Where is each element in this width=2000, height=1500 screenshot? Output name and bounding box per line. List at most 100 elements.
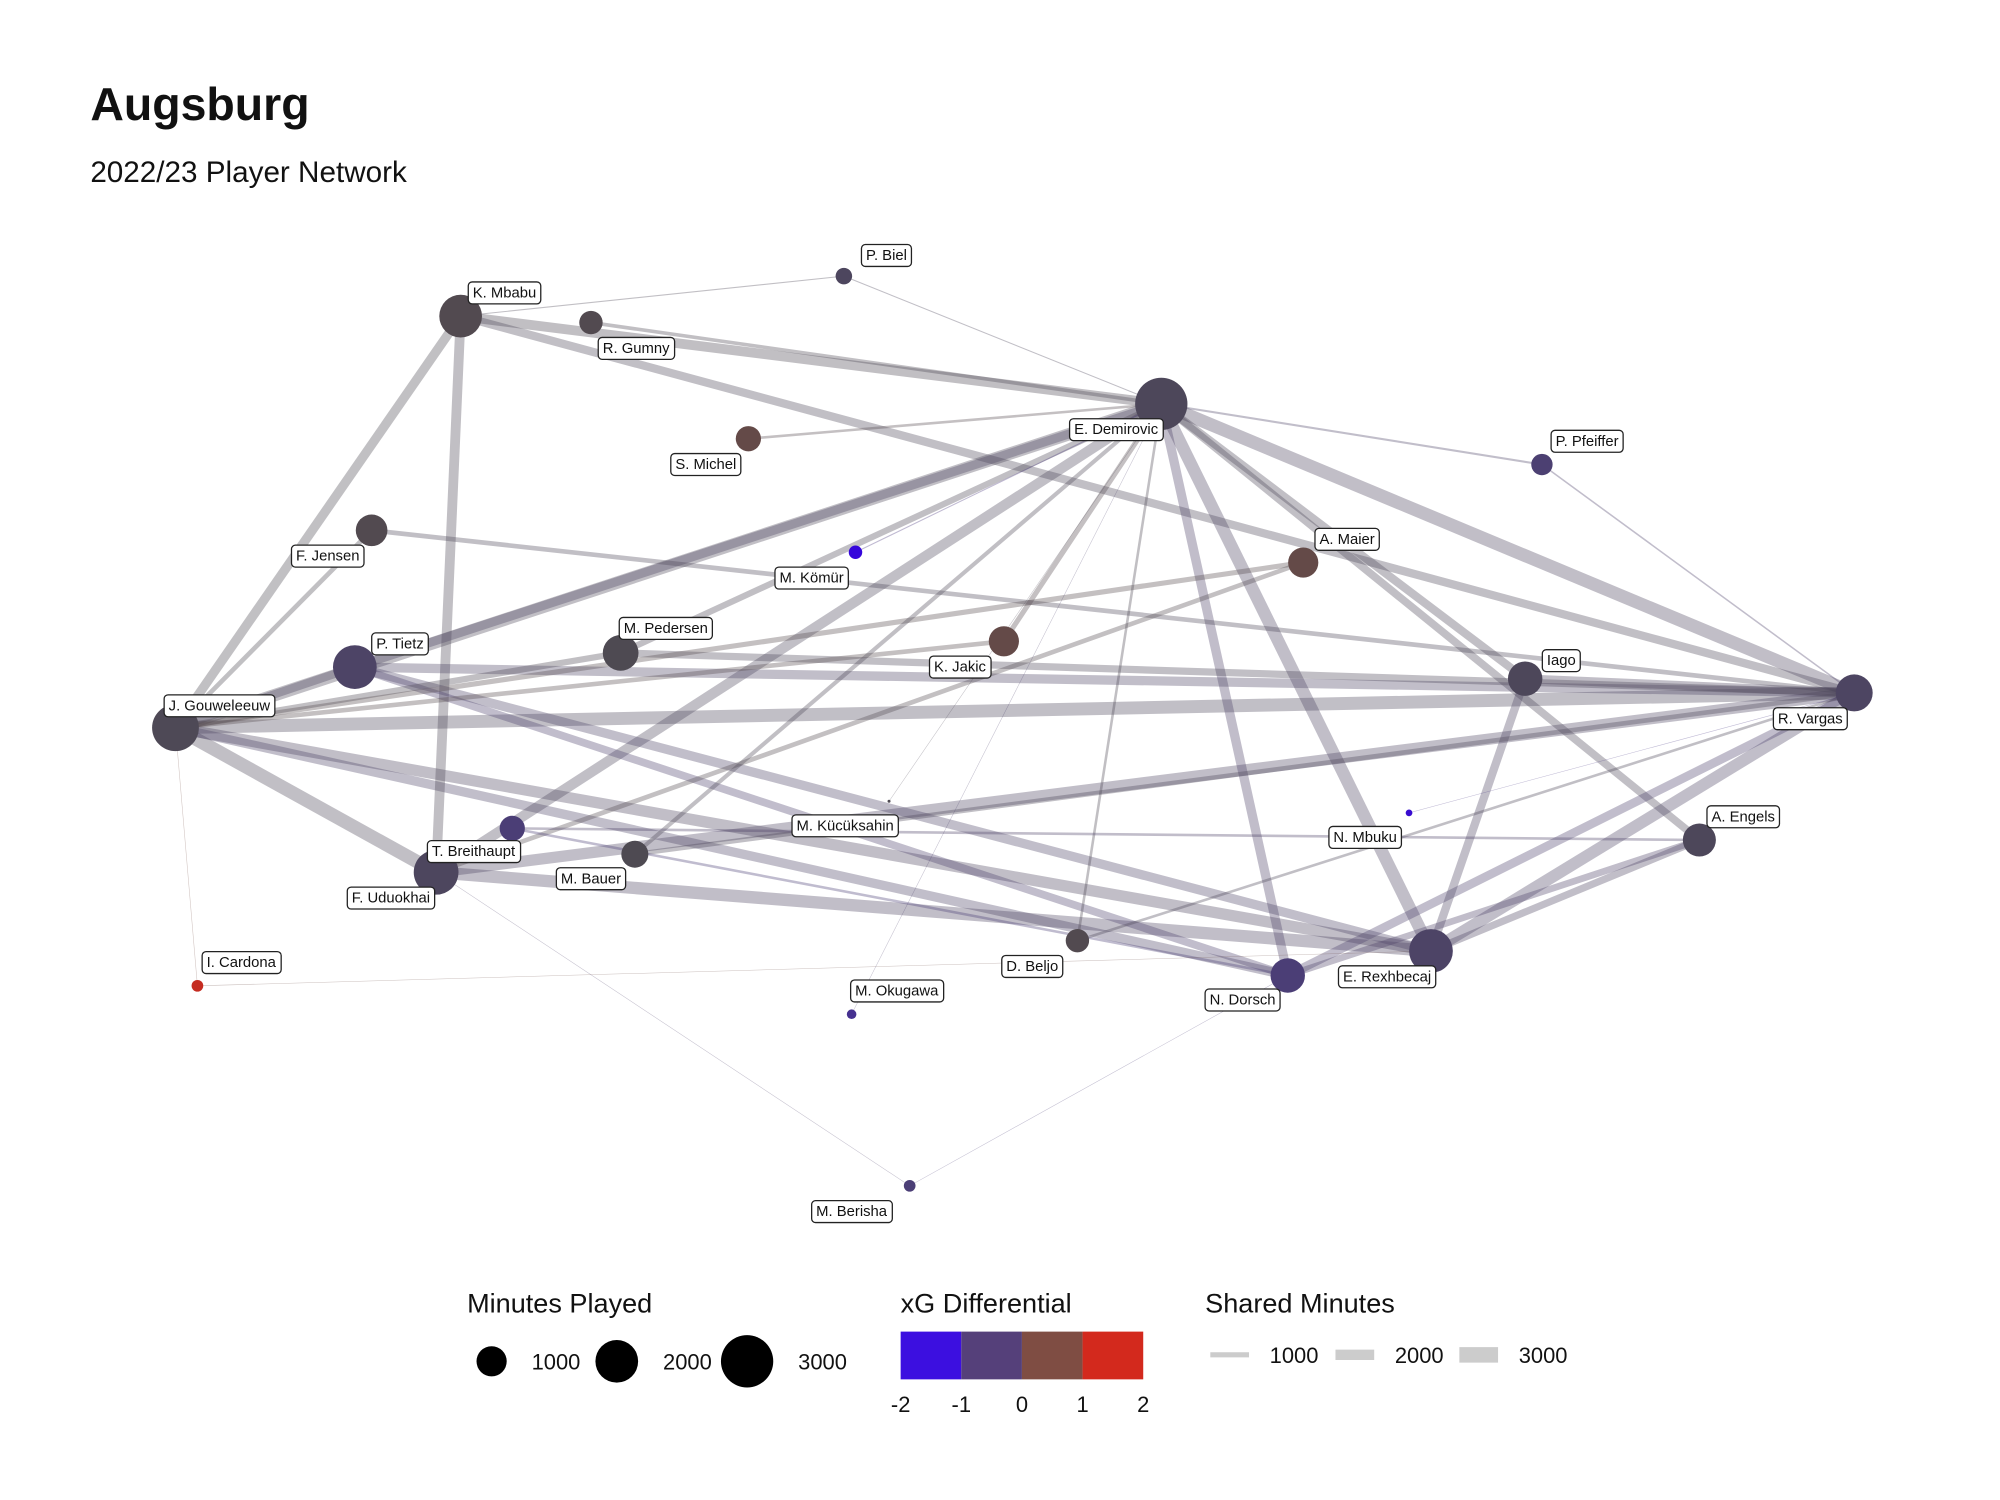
label-box xyxy=(1706,805,1781,829)
edge xyxy=(888,403,1162,802)
player-node xyxy=(835,267,853,285)
edge xyxy=(435,560,1305,875)
edge xyxy=(1427,687,1858,957)
label-box xyxy=(597,336,676,360)
node-label: M. Pedersen xyxy=(624,621,708,637)
color-legend-tick: -2 xyxy=(891,1392,911,1417)
label-box xyxy=(1541,649,1581,673)
size-legend-label: 2000 xyxy=(663,1350,712,1375)
size-legend-label: 1000 xyxy=(532,1350,581,1375)
player-node xyxy=(439,294,482,338)
label-box xyxy=(670,452,742,477)
edge xyxy=(851,403,1162,1015)
node-label: I. Cardona xyxy=(207,955,277,971)
color-legend-tick: -1 xyxy=(952,1392,972,1417)
edge xyxy=(620,649,1855,697)
node-label-group: K. Jakic xyxy=(928,655,992,679)
edge xyxy=(843,275,1162,405)
color-legend-tick: 2 xyxy=(1137,1392,1149,1417)
label-box xyxy=(1550,429,1624,453)
node-label: Iago xyxy=(1547,653,1576,669)
player-node xyxy=(1507,661,1543,696)
node-label: P. Pfeiffer xyxy=(1556,434,1619,450)
node-label: M. Kücüksahin xyxy=(797,818,894,834)
edge xyxy=(633,402,1163,856)
node-label-group: M. Pedersen xyxy=(618,616,714,640)
edge xyxy=(353,399,1163,672)
player-node xyxy=(848,545,863,560)
player-node xyxy=(579,310,603,335)
node-label-group: A. Maier xyxy=(1314,527,1380,551)
player-node xyxy=(1270,958,1305,993)
color-legend-bin xyxy=(1082,1331,1144,1380)
node-label-group: P. Pfeiffer xyxy=(1550,429,1624,453)
node-label: N. Mbuku xyxy=(1333,830,1396,846)
label-box xyxy=(860,243,913,268)
edge xyxy=(459,312,1856,697)
width-legend-title: Shared Minutes xyxy=(1205,1287,1395,1318)
node-label: M. Kömür xyxy=(779,571,843,587)
node-label-group: R. Gumny xyxy=(597,336,676,360)
edge xyxy=(1541,463,1855,694)
width-legend-label: 3000 xyxy=(1519,1343,1568,1368)
label-box xyxy=(346,886,436,910)
node-label-group: M. Bauer xyxy=(555,867,627,891)
player-node xyxy=(1682,823,1716,857)
node-label-group: K. Mbabu xyxy=(467,281,542,305)
edge xyxy=(1427,677,1530,953)
node-label: F. Jensen xyxy=(296,549,359,565)
node-label: R. Gumny xyxy=(603,341,670,357)
player-node xyxy=(1835,674,1873,712)
player-node xyxy=(499,815,525,842)
node-label: S. Michel xyxy=(675,457,736,473)
subtitle: 2022/23 Player Network xyxy=(90,156,407,189)
node-label: M. Berisha xyxy=(816,1204,888,1220)
player-node xyxy=(1409,929,1453,973)
player-node xyxy=(191,979,204,992)
label-box xyxy=(1328,825,1403,850)
node-label-group: M. Kücüksahin xyxy=(791,814,899,838)
label-box xyxy=(1337,965,1437,989)
node-label-group: T. Breithaupt xyxy=(426,840,522,864)
node-label-group: F. Uduokhai xyxy=(346,886,436,910)
player-node xyxy=(988,626,1019,657)
player-node xyxy=(1288,547,1319,578)
label-box xyxy=(811,1200,893,1224)
player-node xyxy=(903,1179,916,1192)
size-legend-label: 3000 xyxy=(798,1350,847,1375)
node-label-group: Iago xyxy=(1541,649,1581,673)
size-legend-title: Minutes Played xyxy=(467,1287,652,1318)
edge xyxy=(1077,691,1855,942)
edge xyxy=(1285,688,1857,980)
node-label: P. Tietz xyxy=(376,636,424,652)
node-label-group: J. Gouweleeuw xyxy=(163,694,276,718)
label-box xyxy=(618,616,714,640)
edge xyxy=(435,687,1855,878)
node-label-group: M. Kömür xyxy=(774,566,849,590)
edge xyxy=(1001,402,1164,643)
player-node xyxy=(355,514,388,547)
label-box xyxy=(426,840,522,864)
node-label-group: F. Jensen xyxy=(290,544,365,568)
color-legend-bin xyxy=(961,1331,1022,1380)
edge xyxy=(435,872,910,1187)
edge xyxy=(353,662,1433,956)
edge xyxy=(175,638,1005,731)
player-node xyxy=(1135,377,1188,431)
node-label-group: M. Berisha xyxy=(811,1200,893,1224)
player-node xyxy=(1531,453,1553,476)
edge xyxy=(172,721,440,879)
player-node xyxy=(1065,928,1090,953)
player-node xyxy=(621,840,649,868)
edge xyxy=(431,315,466,873)
edge xyxy=(1155,401,1437,954)
edge xyxy=(1158,400,1702,844)
nodes xyxy=(152,267,1873,1192)
node-label-group: N. Mbuku xyxy=(1328,825,1403,850)
label-box xyxy=(1001,954,1064,979)
edge xyxy=(354,662,1855,698)
edge xyxy=(175,686,1855,735)
node-label-group: N. Dorsch xyxy=(1204,988,1281,1012)
node-label-group: R. Vargas xyxy=(1772,707,1848,731)
node-label: M. Okugawa xyxy=(855,984,939,1000)
